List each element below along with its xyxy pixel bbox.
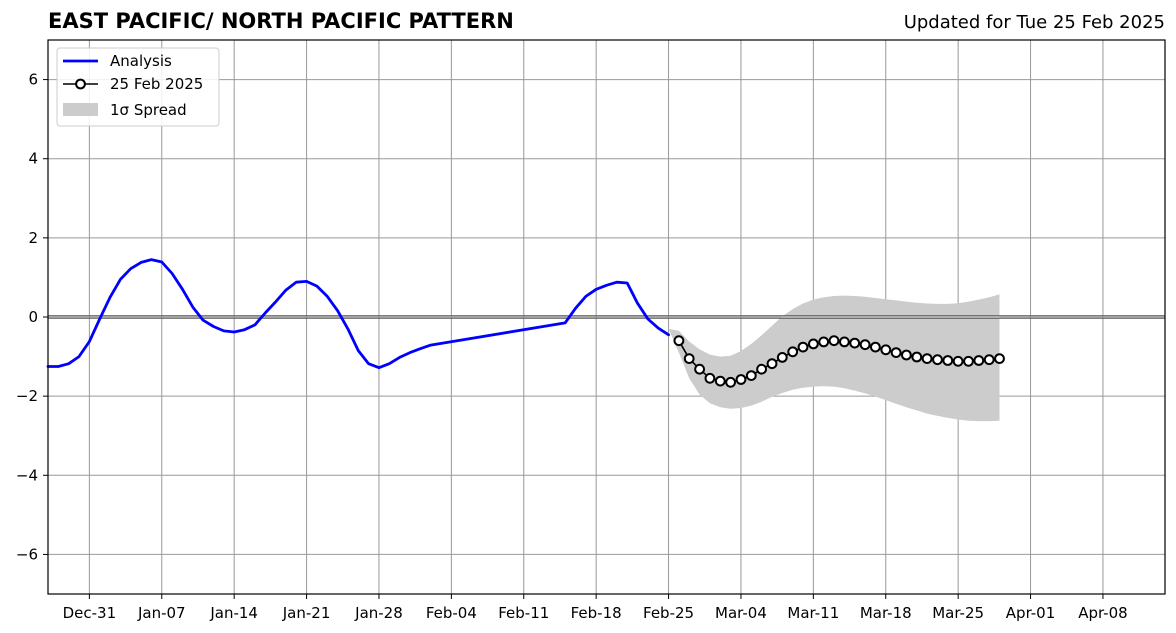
y-tick-label: −4 bbox=[16, 466, 38, 484]
forecast-point bbox=[994, 353, 1005, 365]
analysis-series-line bbox=[46, 258, 670, 370]
legend-forecast-label: 25 Feb 2025 bbox=[110, 75, 203, 93]
forecast-point bbox=[880, 344, 892, 356]
forecast-point bbox=[714, 375, 726, 387]
forecast-markers bbox=[673, 335, 1005, 388]
x-tick-label: Apr-01 bbox=[1006, 604, 1056, 622]
x-tick-label: Feb-18 bbox=[571, 604, 622, 622]
forecast-point bbox=[808, 338, 819, 350]
x-tick-label: Apr-08 bbox=[1078, 604, 1128, 622]
y-tick-label: −2 bbox=[16, 387, 38, 405]
forecast-point bbox=[973, 355, 985, 366]
forecast-point bbox=[942, 355, 954, 366]
forecast-point bbox=[963, 355, 974, 367]
forecast-point bbox=[890, 347, 902, 359]
y-axis: 6 4 2 0 −2 −4 −6 bbox=[16, 71, 48, 563]
forecast-point bbox=[828, 335, 840, 347]
x-tick-label: Jan-07 bbox=[137, 604, 186, 622]
x-tick-label: Mar-04 bbox=[715, 604, 767, 622]
forecast-point bbox=[756, 363, 767, 375]
x-tick-label: Mar-18 bbox=[860, 604, 912, 622]
forecast-point bbox=[735, 374, 747, 385]
forecast-point bbox=[849, 337, 861, 349]
forecast-point bbox=[787, 346, 799, 358]
forecast-point bbox=[859, 339, 871, 351]
forecast-point bbox=[983, 354, 995, 366]
forecast-point bbox=[704, 372, 716, 384]
legend-analysis-label: Analysis bbox=[110, 52, 172, 70]
x-tick-label: Mar-11 bbox=[787, 604, 839, 622]
forecast-point bbox=[870, 341, 881, 353]
x-tick-label: Feb-11 bbox=[498, 604, 549, 622]
forecast-point bbox=[818, 336, 830, 348]
forecast-point bbox=[911, 351, 923, 363]
legend-spread-swatch bbox=[63, 103, 98, 116]
forecast-point bbox=[921, 353, 933, 365]
y-tick-label: 4 bbox=[28, 150, 38, 168]
x-tick-label: Feb-04 bbox=[426, 604, 477, 622]
y-tick-label: 6 bbox=[28, 71, 38, 89]
forecast-point bbox=[673, 335, 685, 347]
legend-forecast-marker bbox=[75, 78, 86, 90]
forecast-point bbox=[797, 341, 809, 353]
x-tick-label: Dec-31 bbox=[63, 604, 117, 622]
zero-line bbox=[48, 315, 1165, 319]
forecast-point bbox=[694, 363, 705, 375]
forecast-point bbox=[932, 354, 943, 366]
x-axis: Dec-31 Jan-07 Jan-14 Jan-21 Jan-28 Feb-04 Feb-… bbox=[63, 594, 1128, 622]
x-tick-label: Jan-21 bbox=[282, 604, 331, 622]
forecast-point bbox=[725, 376, 736, 388]
x-tick-label: Feb-25 bbox=[643, 604, 694, 622]
forecast-point bbox=[745, 370, 757, 382]
forecast-point bbox=[901, 349, 912, 361]
chart-title: EAST PACIFIC/ NORTH PACIFIC PATTERN bbox=[48, 9, 514, 33]
forecast-point bbox=[776, 352, 788, 363]
legend-spread-label: 1σ Spread bbox=[110, 101, 187, 119]
updated-date: Updated for Tue 25 Feb 2025 bbox=[903, 12, 1165, 33]
x-tick-label: Jan-28 bbox=[354, 604, 403, 622]
y-tick-label: 2 bbox=[28, 229, 38, 247]
forecast-point bbox=[683, 353, 695, 365]
x-tick-label: Jan-14 bbox=[209, 604, 258, 622]
y-tick-label: 0 bbox=[28, 308, 38, 326]
forecast-point bbox=[766, 358, 778, 370]
forecast-point bbox=[839, 336, 850, 348]
legend: Analysis 25 Feb 2025 1σ Spread bbox=[56, 47, 220, 127]
y-tick-label: −6 bbox=[16, 545, 38, 563]
forecast-point bbox=[952, 355, 964, 367]
x-tick-label: Mar-25 bbox=[932, 604, 984, 622]
spread-band bbox=[668, 294, 1000, 422]
